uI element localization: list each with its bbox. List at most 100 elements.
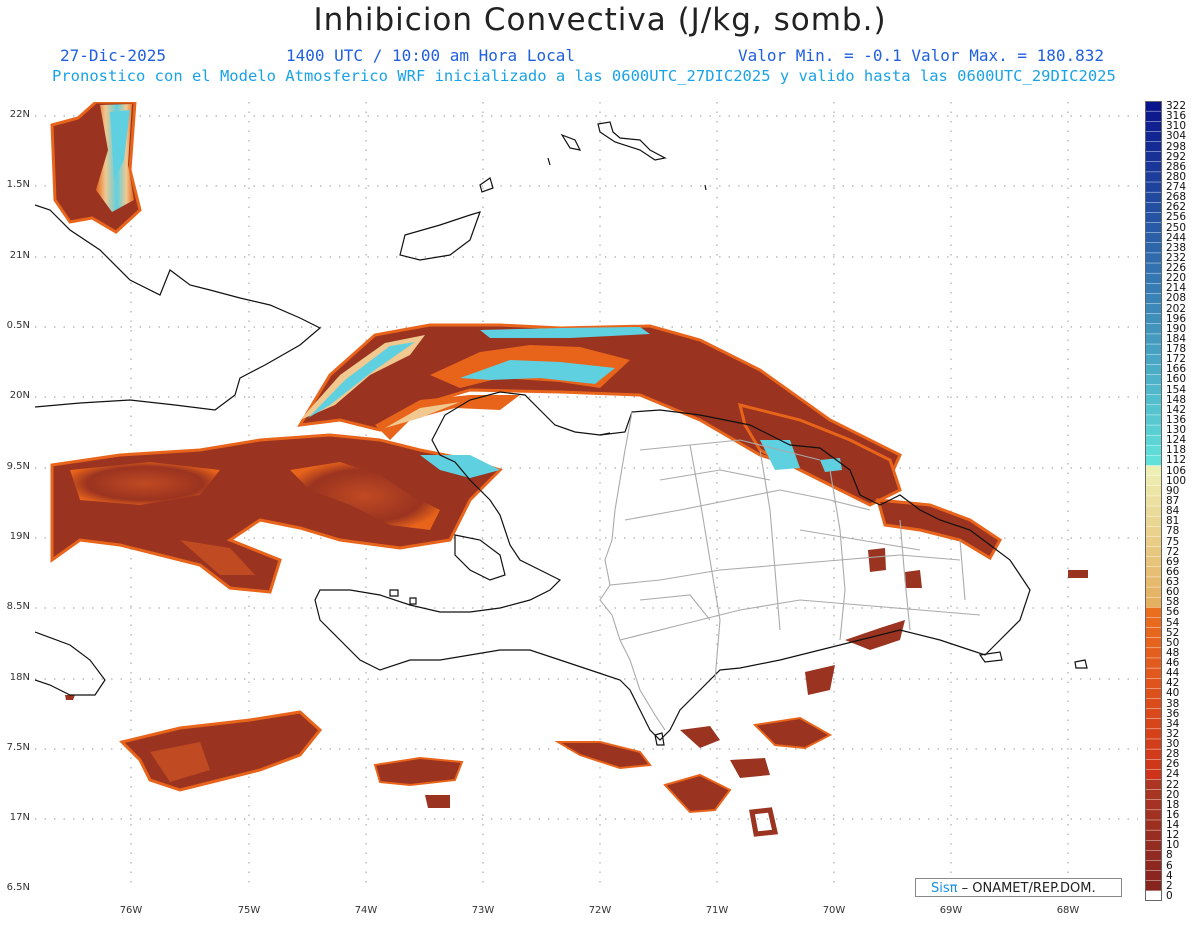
legend-label: 81 <box>1166 515 1180 528</box>
legend-label: 106 <box>1166 464 1187 477</box>
legend-label: 22 <box>1166 778 1180 791</box>
y-tick-label: 8.5N <box>6 601 30 612</box>
coastlines <box>35 121 1088 746</box>
legend-swatch <box>1145 212 1162 224</box>
legend-label: 42 <box>1166 677 1180 690</box>
legend-swatch <box>1145 394 1162 406</box>
forecast-time: 1400 UTC / 10:00 am Hora Local <box>286 46 575 65</box>
legend-swatch <box>1145 131 1162 143</box>
legend-label: 44 <box>1166 667 1180 680</box>
x-tick-label: 73W <box>471 905 495 916</box>
legend-label: 172 <box>1166 353 1187 366</box>
legend-swatch <box>1145 617 1162 629</box>
x-tick-label: 70W <box>822 905 846 916</box>
legend-label: 226 <box>1166 262 1187 275</box>
legend-swatch <box>1145 789 1162 801</box>
legend-swatch <box>1145 434 1162 446</box>
credit-text: – ONAMET/REP.DOM. <box>957 881 1096 896</box>
legend-swatch <box>1145 242 1162 254</box>
legend-label: 136 <box>1166 413 1187 426</box>
legend-swatch <box>1145 637 1162 649</box>
legend-swatch <box>1145 647 1162 659</box>
legend-label: 154 <box>1166 383 1187 396</box>
legend-label: 16 <box>1166 808 1180 821</box>
legend-swatch <box>1145 840 1162 851</box>
x-tick-label: 75W <box>237 905 261 916</box>
legend-swatch <box>1145 505 1162 517</box>
y-tick-label: 9.5N <box>6 461 30 472</box>
legend-swatch <box>1145 283 1162 295</box>
legend-label: 4 <box>1166 869 1173 882</box>
legend-swatch <box>1145 101 1162 112</box>
legend-swatch <box>1145 566 1162 578</box>
legend-swatch <box>1145 202 1162 213</box>
legend-label: 52 <box>1166 626 1180 639</box>
legend-label: 196 <box>1166 312 1187 325</box>
x-tick-label: 72W <box>588 905 612 916</box>
legend-label: 262 <box>1166 201 1187 214</box>
legend-label: 220 <box>1166 272 1187 285</box>
province-borders <box>599 411 981 731</box>
legend-label: 292 <box>1166 150 1187 163</box>
legend-label: 69 <box>1166 555 1180 568</box>
legend-label: 18 <box>1166 798 1180 811</box>
legend-swatch <box>1145 586 1162 598</box>
legend-swatch <box>1145 404 1162 416</box>
legend-label: 58 <box>1166 596 1180 609</box>
legend-label: 46 <box>1166 657 1180 670</box>
legend-label: 160 <box>1166 373 1187 386</box>
legend-label: 244 <box>1166 231 1187 244</box>
legend-label: 66 <box>1166 565 1180 578</box>
legend-label: 54 <box>1166 616 1180 629</box>
legend-label: 118 <box>1166 444 1187 457</box>
legend-label: 87 <box>1166 495 1180 507</box>
legend-label: 40 <box>1166 687 1180 700</box>
legend-swatch <box>1145 667 1162 679</box>
legend-swatch <box>1145 323 1162 335</box>
legend-swatch <box>1145 445 1162 457</box>
legend-swatch <box>1145 364 1162 376</box>
cin-shading <box>50 102 1088 837</box>
x-tick-label: 74W <box>354 905 378 916</box>
y-tick-label: 20N <box>9 390 30 401</box>
y-tick-label: 7.5N <box>6 742 30 753</box>
legend-label: 268 <box>1166 191 1187 204</box>
legend-label: 84 <box>1166 505 1180 518</box>
legend-swatch <box>1145 232 1162 244</box>
legend-swatch <box>1145 262 1162 274</box>
legend-swatch <box>1145 424 1162 436</box>
legend-swatch <box>1145 546 1162 558</box>
legend-swatch <box>1145 759 1162 770</box>
legend-swatch <box>1145 779 1162 791</box>
legend-swatch <box>1145 353 1162 365</box>
legend-label: 56 <box>1166 606 1180 619</box>
legend-label: 100 <box>1166 474 1187 487</box>
legend-swatch <box>1145 536 1162 548</box>
legend-label: 280 <box>1166 170 1187 183</box>
legend-label: 322 <box>1166 100 1187 113</box>
y-tick-label: 21N <box>9 250 30 261</box>
legend-label: 316 <box>1166 110 1187 123</box>
legend-swatch <box>1145 688 1162 700</box>
legend-swatch <box>1145 607 1162 619</box>
legend-swatch <box>1145 829 1162 841</box>
sispi-logo: Sisπ <box>931 881 958 896</box>
legend-swatch <box>1145 181 1162 193</box>
legend-label: 30 <box>1166 738 1180 751</box>
legend-label: 304 <box>1166 130 1187 143</box>
legend-swatch <box>1145 576 1162 588</box>
legend-swatch <box>1145 191 1162 203</box>
legend-label: 10 <box>1166 839 1180 852</box>
legend-swatch <box>1145 414 1162 426</box>
y-tick-label: 6.5N <box>6 882 30 893</box>
y-tick-label: 18N <box>9 672 30 683</box>
x-tick-label: 68W <box>1056 905 1080 916</box>
legend-label: 75 <box>1166 535 1180 548</box>
legend-swatch <box>1145 728 1162 740</box>
legend-swatch <box>1145 485 1162 497</box>
forecast-date: 27-Dic-2025 <box>60 46 166 65</box>
legend-frame <box>1145 101 1162 901</box>
legend-label: 178 <box>1166 343 1187 356</box>
legend-label: 208 <box>1166 292 1187 305</box>
legend-label: 286 <box>1166 160 1187 173</box>
